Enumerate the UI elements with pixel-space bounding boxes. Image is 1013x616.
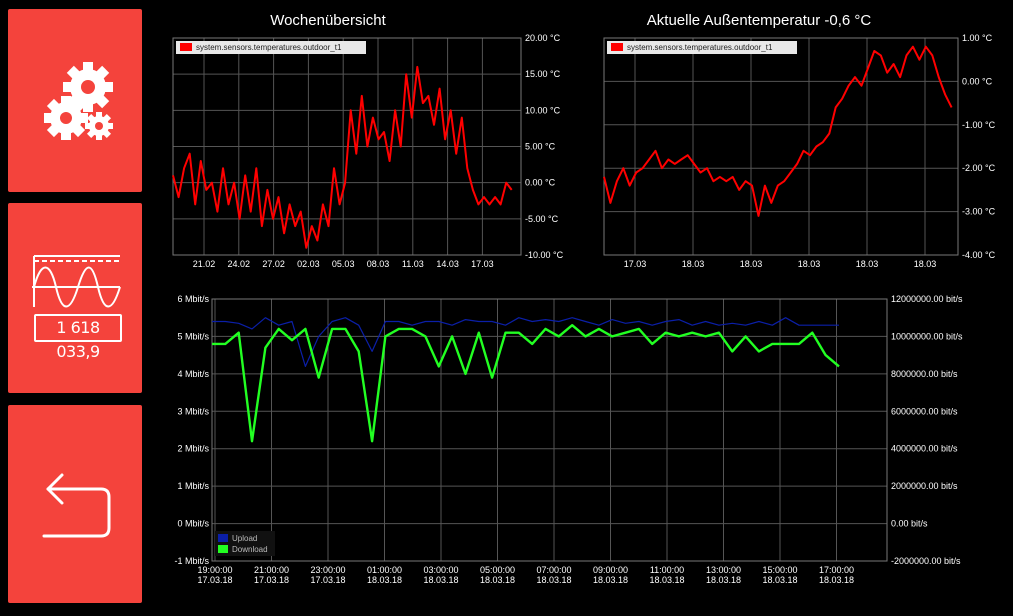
x-tick-label: 19:00:00 17.03.18 — [197, 565, 232, 585]
series-line-1 — [172, 65, 513, 249]
x-tick-label: 24.02 — [228, 259, 251, 269]
legend-swatch-download — [218, 545, 228, 553]
y-tick-label: -10.00 °C — [525, 250, 564, 260]
x-tick-label: 23:00:00 17.03.18 — [310, 565, 345, 585]
x-tick-label: 21.02 — [193, 259, 216, 269]
settings-button[interactable] — [8, 9, 142, 192]
x-tick-label: 14.03 — [436, 259, 459, 269]
y-tick-label-left: 6 Mbit/s — [177, 294, 209, 304]
y-tick-label-left: -1 Mbit/s — [174, 556, 209, 566]
legend-swatch-upload — [218, 534, 228, 542]
x-tick-label: 18.03 — [856, 259, 879, 269]
y-tick-label-left: 5 Mbit/s — [177, 331, 209, 341]
power-meter-button[interactable]: 1 618 033,9 — [8, 203, 142, 393]
y-tick-label-left: 4 Mbit/s — [177, 369, 209, 379]
x-tick-label: 07:00:00 18.03.18 — [536, 565, 571, 585]
series-line-2 — [212, 324, 840, 443]
legend-label-upload: Upload — [232, 534, 257, 543]
x-tick-label: 17.03 — [624, 259, 647, 269]
x-tick-label: 11:00:00 18.03.18 — [649, 565, 684, 585]
y-tick-label: 1.00 °C — [962, 33, 993, 43]
week-chart-title: Wochenübersicht — [270, 12, 386, 29]
x-tick-label: 08.03 — [367, 259, 390, 269]
meter-value: 1 618 033,9 — [34, 314, 122, 361]
y-tick-label-right: -2000000.00 bit/s — [891, 556, 961, 566]
y-tick-label-left: 3 Mbit/s — [177, 406, 209, 416]
legend-swatch — [180, 43, 192, 51]
y-tick-label-left: 0 Mbit/s — [177, 519, 209, 529]
x-tick-label: 18.03 — [682, 259, 705, 269]
y-tick-label-right: 0.00 bit/s — [891, 519, 928, 529]
x-tick-label: 03:00:00 18.03.18 — [423, 565, 458, 585]
y-tick-label-left: 2 Mbit/s — [177, 444, 209, 454]
gears-icon — [44, 62, 113, 140]
x-tick-label: 21:00:00 17.03.18 — [254, 565, 289, 585]
x-tick-label: 01:00:00 18.03.18 — [367, 565, 402, 585]
current-temperature-chart: 1.00 °C 0.00 °C -1.00 °C -2.00 °C -3.00 °C -4… — [603, 33, 996, 269]
y-tick-label-right: 2000000.00 bit/s — [891, 481, 958, 491]
x-tick-label: 17:00:00 18.03.18 — [819, 565, 854, 585]
y-tick-label-right: 10000000.00 bit/s — [891, 331, 963, 341]
legend-label: system.sensors.temperatures.outdoor_t1 — [627, 43, 773, 52]
week-temperature-chart: 20.00 °C 15.00 °C 10.00 °C 5.00 °C 0.00 °C -5… — [172, 33, 564, 269]
x-tick-label: 18.03 — [914, 259, 937, 269]
y-tick-label-right: 6000000.00 bit/s — [891, 406, 958, 416]
x-tick-label: 18.03 — [798, 259, 821, 269]
y-tick-label: 0.00 °C — [962, 76, 993, 86]
plot-frame — [211, 298, 888, 562]
y-tick-label: 20.00 °C — [525, 33, 561, 43]
meter-wave-icon — [32, 255, 121, 308]
x-tick-label: 02.03 — [297, 259, 320, 269]
x-tick-label: 11.03 — [402, 259, 424, 269]
current-temp-title: Aktuelle Außentemperatur -0,6 °C — [646, 12, 872, 29]
y-tick-label-right: 8000000.00 bit/s — [891, 369, 958, 379]
plot-frame — [172, 37, 522, 256]
x-tick-label: 05.03 — [332, 259, 355, 269]
x-tick-label: 15:00:00 18.03.18 — [762, 565, 797, 585]
back-arrow-icon — [42, 473, 111, 538]
y-tick-label: -2.00 °C — [962, 163, 996, 173]
series-line-1 — [603, 45, 953, 217]
y-tick-label: -3.00 °C — [962, 207, 996, 217]
y-tick-label-right: 12000000.00 bit/s — [891, 294, 963, 304]
network-throughput-chart: 6 Mbit/s 5 Mbit/s 4 Mbit/s 3 Mbit/s 2 Mbit/s… — [174, 294, 963, 585]
y-tick-label: 10.00 °C — [525, 105, 561, 115]
y-tick-label-right: 4000000.00 bit/s — [891, 444, 958, 454]
x-tick-label: 27.02 — [262, 259, 285, 269]
x-tick-label: 13:00:00 18.03.18 — [706, 565, 741, 585]
back-button[interactable] — [8, 405, 142, 603]
x-tick-label: 18.03 — [740, 259, 763, 269]
y-tick-label: -1.00 °C — [962, 120, 996, 130]
series-line-1 — [212, 317, 839, 367]
y-tick-label: 5.00 °C — [525, 142, 556, 152]
plot-frame — [603, 37, 959, 256]
legend-label: system.sensors.temperatures.outdoor_t1 — [196, 43, 342, 52]
legend-label-download: Download — [232, 545, 268, 554]
y-tick-label: 0.00 °C — [525, 178, 556, 188]
legend-swatch — [611, 43, 623, 51]
x-tick-label: 05:00:00 18.03.18 — [480, 565, 515, 585]
y-tick-label: 15.00 °C — [525, 69, 561, 79]
x-tick-label: 09:00:00 18.03.18 — [593, 565, 628, 585]
y-tick-label: -5.00 °C — [525, 214, 559, 224]
y-tick-label-left: 1 Mbit/s — [177, 481, 209, 491]
y-tick-label: -4.00 °C — [962, 250, 996, 260]
legend-box — [176, 41, 366, 54]
x-tick-label: 17.03 — [471, 259, 494, 269]
legend-box — [607, 41, 797, 54]
